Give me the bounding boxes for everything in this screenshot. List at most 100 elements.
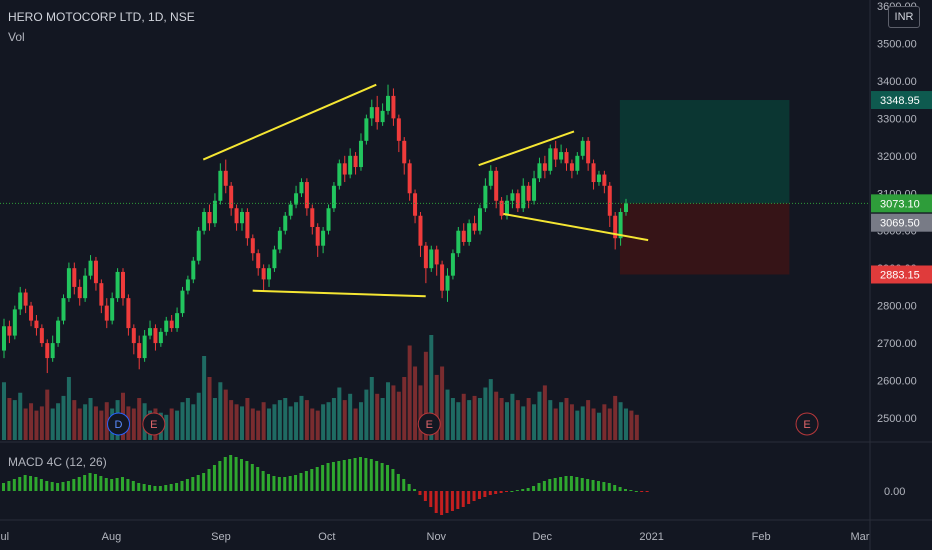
volume-bar bbox=[83, 404, 88, 440]
volume-bar bbox=[553, 408, 558, 440]
candle-body bbox=[434, 249, 439, 265]
volume-bar bbox=[580, 406, 585, 440]
time-tick-label: 2021 bbox=[639, 531, 663, 543]
candle-body bbox=[602, 174, 607, 186]
candle-body bbox=[510, 193, 515, 201]
candle-body bbox=[212, 200, 217, 224]
price-tick-label: 2800.00 bbox=[877, 301, 917, 313]
macd-bar bbox=[494, 491, 498, 494]
volume-bar bbox=[272, 404, 277, 440]
candle-body bbox=[613, 215, 618, 239]
candle-body bbox=[423, 245, 428, 269]
trendlines bbox=[202, 83, 649, 298]
time-tick-label: Feb bbox=[752, 531, 771, 543]
volume-bar bbox=[256, 410, 261, 440]
candle-body bbox=[256, 253, 261, 269]
candle-body bbox=[515, 193, 520, 209]
volume-bar bbox=[310, 408, 315, 440]
candle-body bbox=[83, 275, 88, 299]
candle-body bbox=[304, 182, 309, 209]
candle-body bbox=[261, 268, 266, 280]
macd-bar bbox=[131, 481, 135, 491]
candle-body bbox=[12, 309, 17, 336]
volume-bar bbox=[331, 398, 336, 440]
volume-bar bbox=[586, 400, 591, 440]
macd-bar bbox=[515, 490, 519, 491]
macd-bar bbox=[175, 483, 179, 491]
time-tick-label: Nov bbox=[427, 531, 447, 543]
candle-body bbox=[126, 298, 131, 329]
volume-bar bbox=[137, 398, 142, 440]
price-badge-last bbox=[871, 194, 932, 213]
volume-bar bbox=[218, 382, 223, 440]
candle-body bbox=[137, 343, 142, 359]
candle-body bbox=[586, 140, 591, 164]
volume-bar bbox=[61, 395, 66, 440]
candle-body bbox=[348, 155, 353, 175]
candle-body bbox=[418, 215, 423, 246]
macd-indicator-label[interactable]: MACD 4C (12, 26) bbox=[8, 455, 107, 469]
macd-bar bbox=[88, 473, 92, 491]
currency-button[interactable]: INR bbox=[888, 6, 920, 28]
volume-bar bbox=[488, 379, 493, 440]
macd-bar bbox=[256, 467, 260, 491]
volume-bar bbox=[483, 387, 488, 440]
candle-body bbox=[218, 170, 223, 201]
volume-indicator-label[interactable]: Vol bbox=[8, 30, 25, 44]
price-tick-label: 2600.00 bbox=[877, 376, 917, 388]
macd-bar bbox=[169, 484, 173, 491]
macd-bar bbox=[423, 491, 427, 501]
macd-bar bbox=[218, 461, 222, 491]
candle-body bbox=[23, 292, 28, 306]
macd-bar bbox=[250, 464, 254, 491]
macd-bar bbox=[434, 491, 438, 513]
volume-bar bbox=[131, 408, 136, 440]
volume-bar bbox=[515, 400, 520, 440]
macd-bar bbox=[586, 479, 590, 491]
macd-bar bbox=[142, 484, 146, 491]
macd-bar bbox=[126, 479, 130, 491]
macd-bar bbox=[315, 467, 319, 491]
candle-body bbox=[353, 155, 358, 168]
volume-bar bbox=[391, 385, 396, 440]
volume-bar bbox=[175, 410, 180, 440]
candle-body bbox=[494, 170, 499, 201]
candle-body bbox=[18, 292, 23, 310]
volume-bar bbox=[445, 389, 450, 440]
macd-bar bbox=[472, 491, 476, 501]
macd-bar bbox=[2, 483, 5, 491]
price-tick-label: 2500.00 bbox=[877, 413, 917, 425]
macd-bar bbox=[304, 471, 308, 491]
macd-bar bbox=[99, 476, 103, 491]
candle-body bbox=[402, 140, 407, 164]
volume-bar bbox=[18, 392, 23, 440]
candle-body bbox=[440, 264, 445, 291]
macd-bar bbox=[629, 490, 633, 491]
price-tick-label: 3500.00 bbox=[877, 38, 917, 50]
candle-body bbox=[407, 163, 412, 194]
trendline bbox=[478, 130, 575, 167]
volume-bar bbox=[88, 398, 93, 440]
macd-bar bbox=[34, 477, 38, 491]
position-zones bbox=[619, 100, 790, 275]
candle-body bbox=[526, 185, 531, 201]
candle-body bbox=[591, 163, 596, 183]
candle-body bbox=[477, 208, 482, 231]
candle-body bbox=[596, 174, 601, 183]
event-marker-label: E bbox=[426, 419, 433, 431]
macd-bar bbox=[23, 475, 27, 491]
event-marker-label: D bbox=[115, 419, 123, 431]
volume-bar bbox=[450, 398, 455, 440]
volume-bar bbox=[375, 393, 380, 440]
volume-bar bbox=[569, 404, 574, 440]
volume-bar bbox=[342, 400, 347, 440]
volume-bar bbox=[499, 398, 504, 440]
volume-bar bbox=[250, 408, 255, 440]
macd-bar bbox=[358, 457, 362, 491]
macd-bar bbox=[283, 477, 287, 491]
macd-bar bbox=[461, 491, 465, 507]
candle-body bbox=[50, 343, 55, 359]
volume-bar bbox=[613, 395, 618, 440]
